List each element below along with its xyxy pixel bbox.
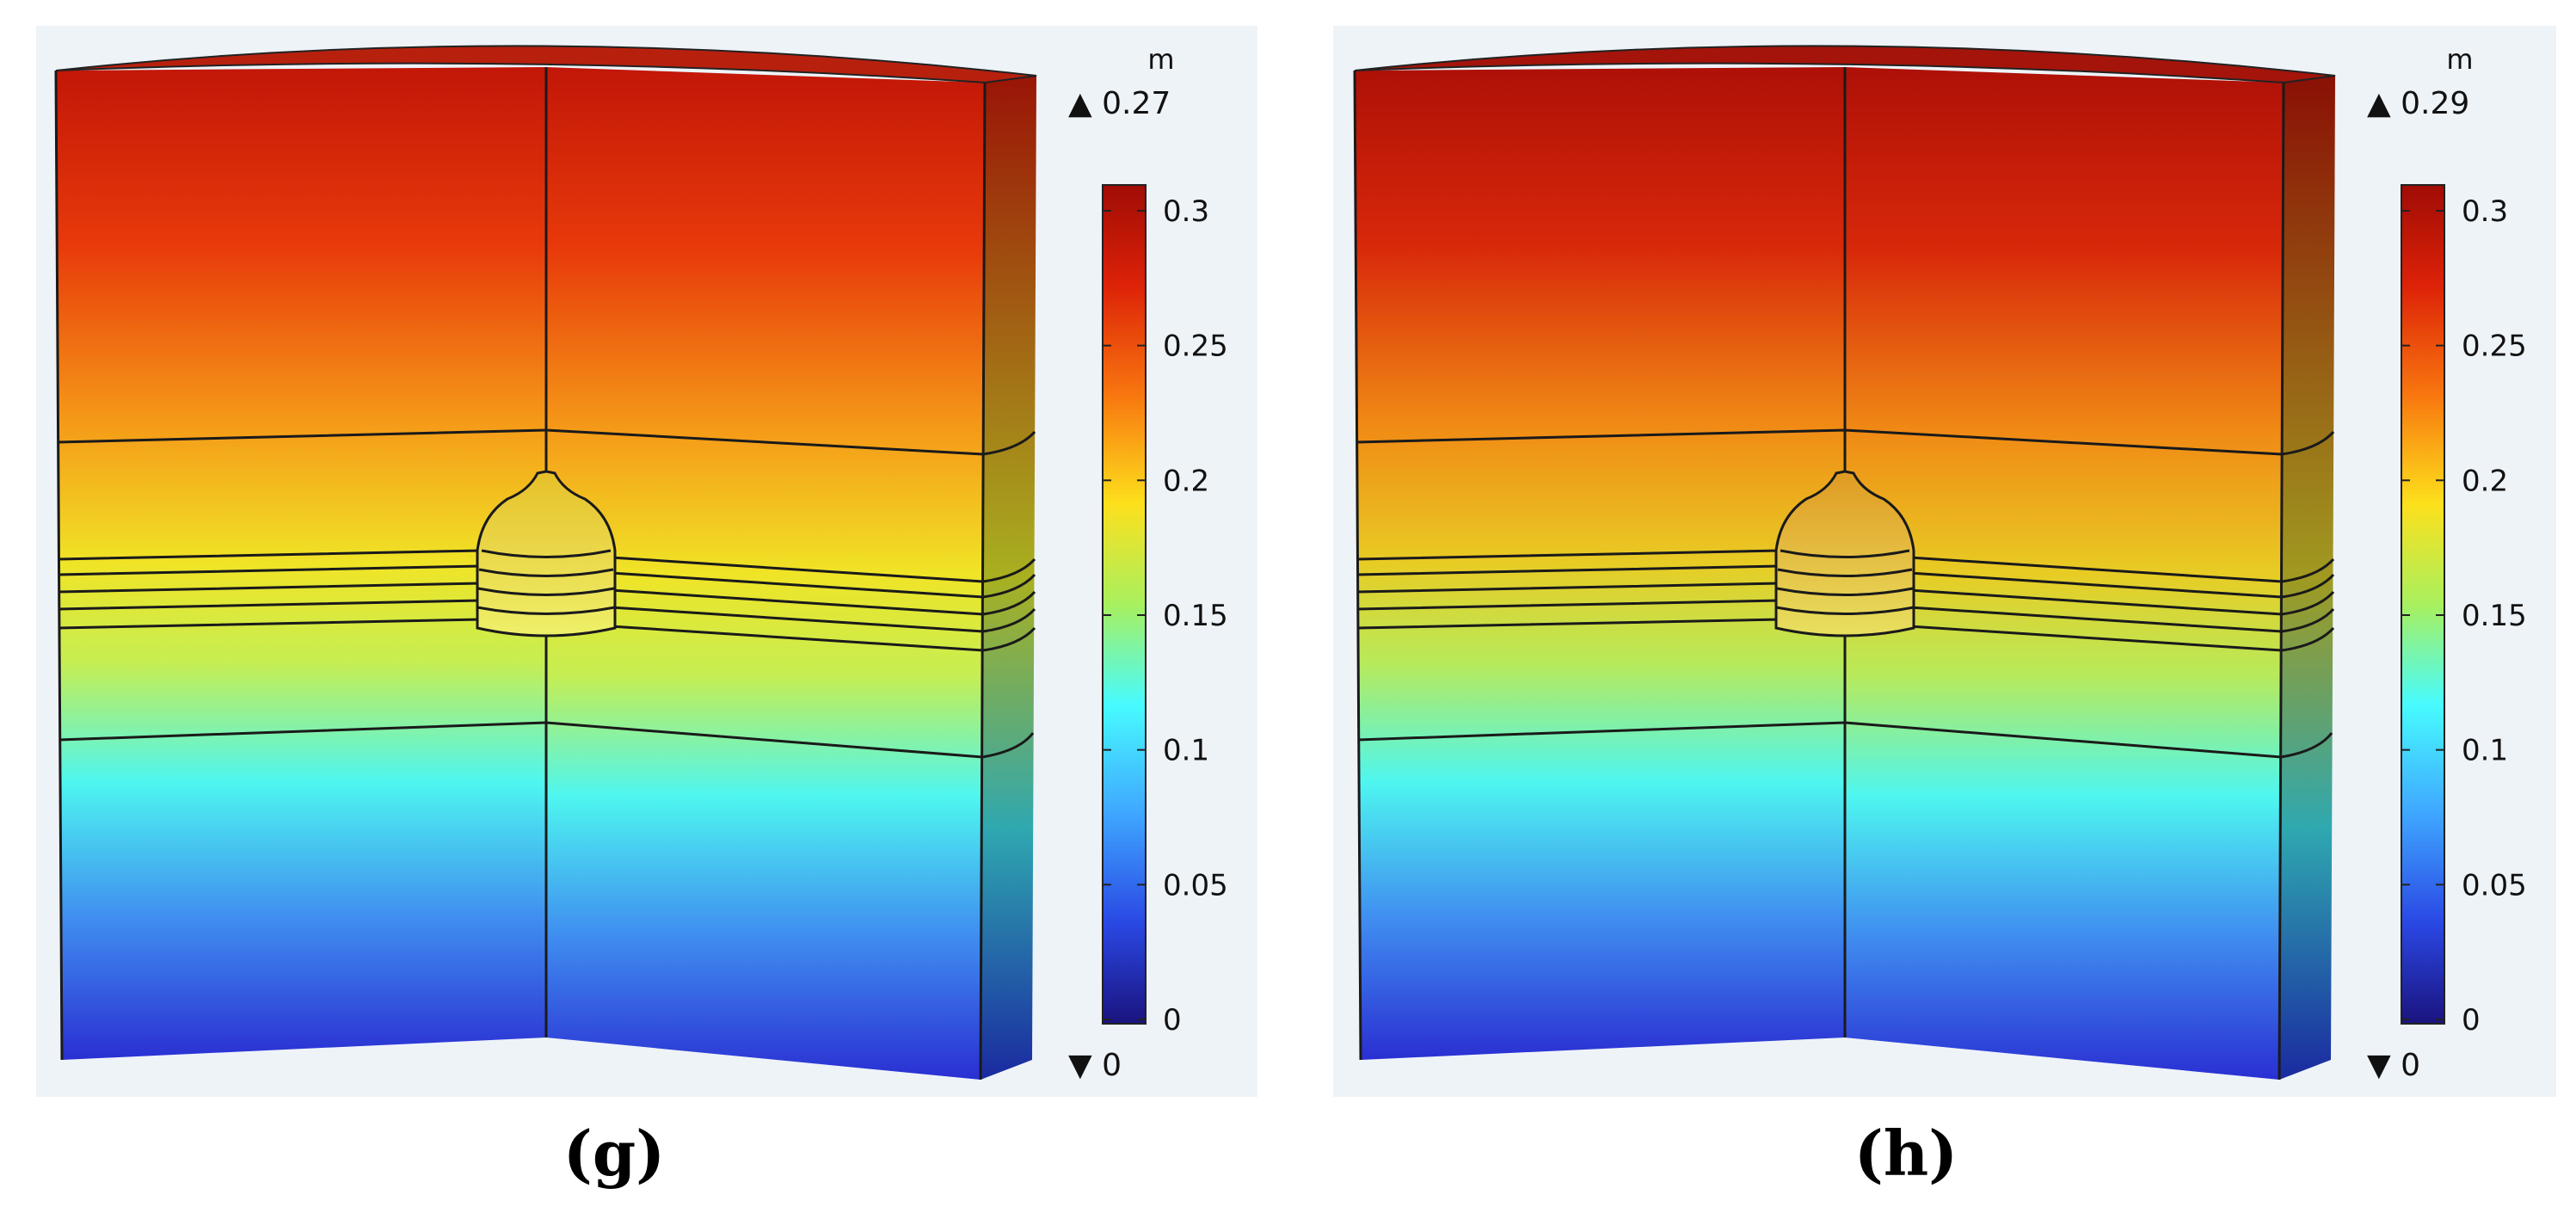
layer-lines xyxy=(54,67,1036,1081)
right-face xyxy=(546,67,985,1080)
colorbar-max-marker: ▲ 0.27 xyxy=(1068,86,1171,121)
colorbar-tick-label: 0.25 xyxy=(2462,329,2527,364)
colorbar-unit: m xyxy=(1147,43,1174,76)
colorbar xyxy=(2401,184,2445,1025)
inclusion xyxy=(1774,470,1915,637)
colorbar-tick-label: 0.15 xyxy=(2462,599,2527,633)
left-face xyxy=(56,67,546,1060)
colorbar-tick-label: 0.05 xyxy=(2462,868,2527,902)
colorbar-tick-label: 0.1 xyxy=(1163,734,1209,768)
colorbar-tick-label: 0.2 xyxy=(2462,464,2508,498)
top-rim xyxy=(1354,45,2336,84)
colorbar-tick-label: 0.15 xyxy=(1163,599,1228,633)
colorbar-tick-label: 0.1 xyxy=(2462,734,2508,768)
colorbar-max-marker: ▲ 0.29 xyxy=(2367,86,2469,121)
panel-caption: (g) xyxy=(563,1117,666,1190)
colorbar-tick-label: 0.3 xyxy=(1163,194,1209,229)
panel-g: m ▲ 0.27 0.3 0.25 0.2 0.15 0.1 0.05 0 ▼ 0 (g) xyxy=(36,26,1257,1190)
colorbar-tick-label: 0.25 xyxy=(1163,329,1228,364)
colorbar-min-marker: ▼ 0 xyxy=(2367,1048,2420,1083)
displacement-plot-g: m ▲ 0.27 0.3 0.25 0.2 0.15 0.1 0.05 0 ▼ 0 xyxy=(36,26,1257,1097)
colorbar-tick-label: 0 xyxy=(2462,1003,2481,1038)
colorbar-tick-label: 0.2 xyxy=(1163,464,1209,498)
colorbar-unit: m xyxy=(2446,43,2473,76)
colorbar-ticks: 0.3 0.25 0.2 0.15 0.1 0.05 0 xyxy=(2401,194,2527,1038)
top-rim xyxy=(55,45,1037,84)
displacement-plot-h: m ▲ 0.29 0.3 0.25 0.2 0.15 0.1 0.05 0 ▼ 0 xyxy=(1333,26,2556,1097)
right-face xyxy=(1845,67,2284,1080)
colorbar-ticks: 0.3 0.25 0.2 0.15 0.1 0.05 0 xyxy=(1103,194,1228,1038)
inclusion xyxy=(476,470,617,637)
panel-caption: (h) xyxy=(1854,1117,1958,1190)
colorbar xyxy=(1102,184,1147,1025)
side-face xyxy=(981,76,1036,1080)
side-face xyxy=(2279,76,2335,1080)
left-face xyxy=(1355,67,1845,1060)
colorbar-tick-label: 0 xyxy=(1163,1003,1182,1038)
colorbar-tick-label: 0.3 xyxy=(2462,194,2508,229)
colorbar-min-marker: ▼ 0 xyxy=(1068,1048,1122,1083)
colorbar-tick-label: 0.05 xyxy=(1163,868,1228,902)
panel-h: m ▲ 0.29 0.3 0.25 0.2 0.15 0.1 0.05 0 ▼ 0 (h) xyxy=(1299,0,2576,1213)
